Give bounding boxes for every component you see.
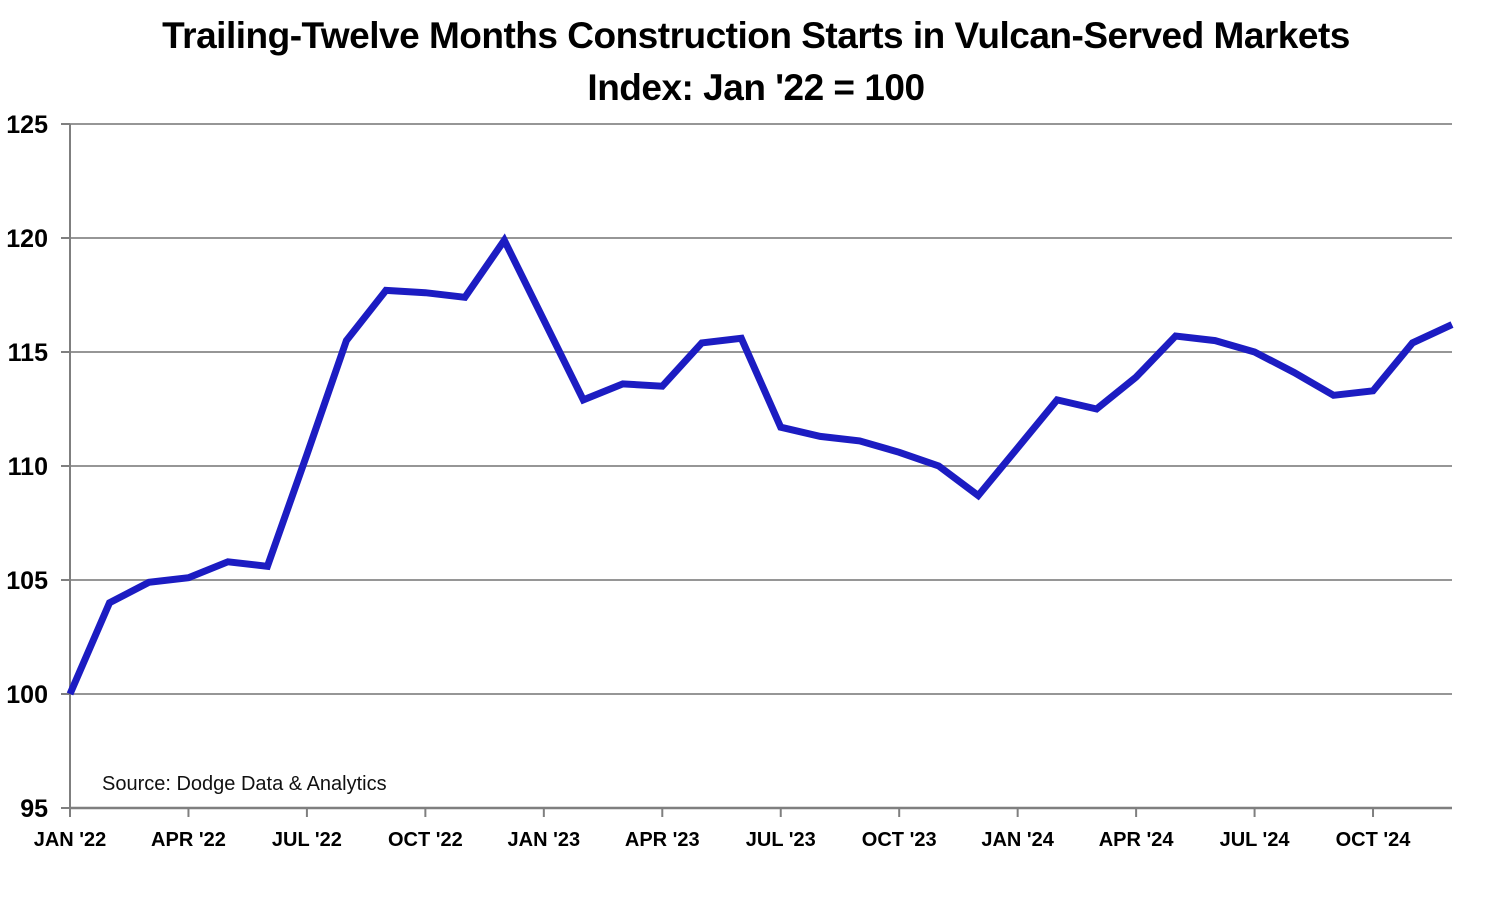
x-axis-label: JUL '22 — [272, 829, 342, 851]
x-axis-label: JAN '22 — [34, 829, 107, 851]
x-axis-label: APR '24 — [1099, 829, 1175, 851]
chart-title-line-2: Index: Jan '22 = 100 — [587, 67, 925, 108]
y-axis-label: 125 — [6, 111, 48, 139]
x-axis-label: APR '22 — [151, 829, 226, 851]
x-axis-label: JUL '23 — [746, 829, 816, 851]
y-axis-label: 105 — [6, 567, 48, 595]
x-axis-label: JAN '23 — [508, 829, 581, 851]
x-axis-label: OCT '23 — [862, 829, 937, 851]
x-axis-label: APR '23 — [625, 829, 700, 851]
x-axis-label: JAN '24 — [981, 829, 1054, 851]
source-note: Source: Dodge Data & Analytics — [102, 773, 387, 795]
y-axis-label: 95 — [20, 795, 48, 823]
chart-title: Trailing-Twelve Months Construction Star… — [40, 10, 1472, 114]
data-line-construction-starts-index — [66, 233, 1454, 696]
y-axis-label: 100 — [6, 681, 48, 709]
y-axis-label: 115 — [8, 339, 48, 367]
x-axis-label: OCT '22 — [388, 829, 463, 851]
x-axis-label: JUL '24 — [1220, 829, 1291, 851]
y-axis-label: 120 — [6, 225, 48, 253]
y-axis-label: 110 — [8, 453, 48, 481]
chart-title-line-1: Trailing-Twelve Months Construction Star… — [162, 15, 1350, 56]
x-axis-label: OCT '24 — [1336, 829, 1412, 851]
